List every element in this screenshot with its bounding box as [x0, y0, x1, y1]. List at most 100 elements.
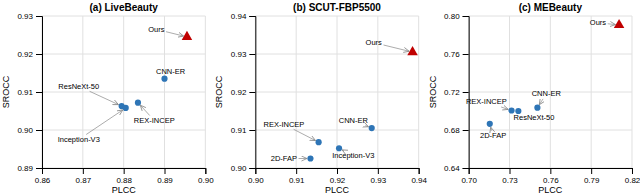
- tick-label: 0.73: [502, 176, 518, 185]
- annotation: REX-INCEP: [263, 120, 304, 129]
- tick-mark: [124, 168, 125, 174]
- tick-label: 0.92: [231, 88, 247, 97]
- tick-label: 0.87: [76, 176, 92, 185]
- annotations: 2D-FAPREX-INCEPResNeXt-50CNN-EROurs: [466, 18, 616, 140]
- tick-mark: [36, 168, 42, 169]
- tick-label: 0.94: [231, 12, 247, 21]
- tick: 0.92: [231, 88, 256, 97]
- tick: 0.92: [330, 168, 346, 185]
- annotation: CNN-ER: [532, 89, 562, 98]
- tick-mark: [337, 168, 338, 174]
- grid-line: [255, 130, 418, 131]
- tick: 0.64: [444, 164, 469, 173]
- tick-mark: [463, 168, 469, 169]
- point: [407, 46, 418, 55]
- grid: [255, 16, 418, 168]
- annotation-arrow: [140, 105, 149, 115]
- tick-mark: [249, 168, 255, 169]
- tick-mark: [83, 168, 84, 174]
- grid-line: [469, 16, 632, 17]
- tick: 0.91: [231, 126, 256, 135]
- tick: 0.92: [17, 50, 42, 59]
- point: [161, 76, 167, 82]
- annotation-arrow: [90, 91, 119, 104]
- panel: 0.860.870.880.890.900.890.900.910.920.93…: [1, 2, 214, 195]
- tick-label: 0.89: [157, 176, 173, 185]
- tick-label: 0.90: [231, 164, 247, 173]
- plot-area: [487, 19, 625, 127]
- plot-area: [307, 46, 417, 162]
- annotation: Ours: [148, 25, 165, 34]
- plot-area: [119, 31, 193, 111]
- tick-mark: [249, 54, 255, 55]
- tick-mark: [463, 54, 469, 55]
- tick-label: 0.86: [35, 176, 51, 185]
- tick-label: 0.93: [17, 12, 33, 21]
- tick-label: 0.92: [17, 50, 33, 59]
- tick: 0.80: [444, 12, 469, 21]
- annotation-arrow: [491, 127, 492, 131]
- tick: 0.89: [17, 164, 42, 173]
- tick-mark: [249, 92, 255, 93]
- annotation-arrow: [539, 99, 543, 105]
- annotation: CNN-ER: [339, 116, 369, 125]
- title: (a) LiveBeauty: [89, 2, 158, 13]
- grid: [42, 16, 205, 168]
- tick: 0.91: [289, 168, 305, 185]
- tick-label: 0.93: [371, 176, 387, 185]
- panel: 0.700.730.760.790.820.640.680.720.760.80…: [428, 2, 640, 195]
- tick: 0.90: [248, 168, 264, 185]
- tick-mark: [591, 168, 592, 174]
- point: [369, 125, 375, 131]
- tick: 0.93: [231, 50, 256, 59]
- tick-label: 0.91: [231, 126, 247, 135]
- point: [123, 105, 129, 111]
- title: (c) MEBeauty: [519, 2, 583, 13]
- tick-mark: [510, 168, 511, 174]
- annotation-arrow: [166, 32, 183, 36]
- grid-line: [42, 92, 205, 93]
- x-axis-title: PLCC: [112, 185, 137, 195]
- tick-label: 0.93: [231, 50, 247, 59]
- tick-label: 0.76: [444, 50, 460, 59]
- title: (b) SCUT-FBP5500: [293, 2, 381, 13]
- x-axis-title: PLCC: [538, 185, 563, 195]
- tick-label: 0.91: [17, 88, 33, 97]
- tick-label: 0.64: [444, 164, 460, 173]
- annotation: 2D-FAP: [271, 154, 297, 163]
- tick: 0.76: [543, 168, 559, 185]
- point: [135, 100, 141, 106]
- annotation: Inception-V3: [58, 135, 100, 144]
- tick-mark: [463, 130, 469, 131]
- tick: 0.88: [116, 168, 132, 185]
- axis-line: [36, 17, 43, 169]
- tick-label: 0.68: [444, 126, 460, 135]
- x-axis-title: PLCC: [325, 185, 350, 195]
- y-axis-title: SROCC: [1, 75, 11, 108]
- tick-label: 0.89: [17, 164, 33, 173]
- annotation-arrow: [299, 158, 307, 159]
- point: [487, 121, 493, 127]
- tick: 0.70: [461, 168, 477, 185]
- x-axis: 0.860.870.880.890.90: [35, 168, 214, 185]
- tick-mark: [249, 16, 255, 17]
- tick-mark: [36, 54, 42, 55]
- tick-label: 0.79: [584, 176, 600, 185]
- annotation-arrow: [86, 110, 123, 135]
- tick: 0.93: [371, 168, 387, 185]
- tick-mark: [36, 130, 42, 131]
- y-axis: 0.640.680.720.760.80: [444, 12, 469, 173]
- grid-line: [42, 54, 205, 55]
- point: [316, 139, 322, 145]
- annotations: ResNeXt-50Inception-V3REX-INCEPCNN-EROur…: [58, 25, 186, 144]
- annotation-arrow: [501, 107, 508, 109]
- tick-label: 0.90: [17, 126, 33, 135]
- tick-label: 0.82: [625, 176, 640, 185]
- annotation: REX-INCEP: [134, 116, 175, 125]
- y-axis-title: SROCC: [214, 75, 224, 108]
- tick-mark: [249, 130, 255, 131]
- axis-line: [256, 169, 419, 175]
- tick: 0.79: [584, 168, 600, 185]
- tick-mark: [36, 92, 42, 93]
- x-axis: 0.70 0.73 0.76 0.79 0.82: [461, 168, 640, 185]
